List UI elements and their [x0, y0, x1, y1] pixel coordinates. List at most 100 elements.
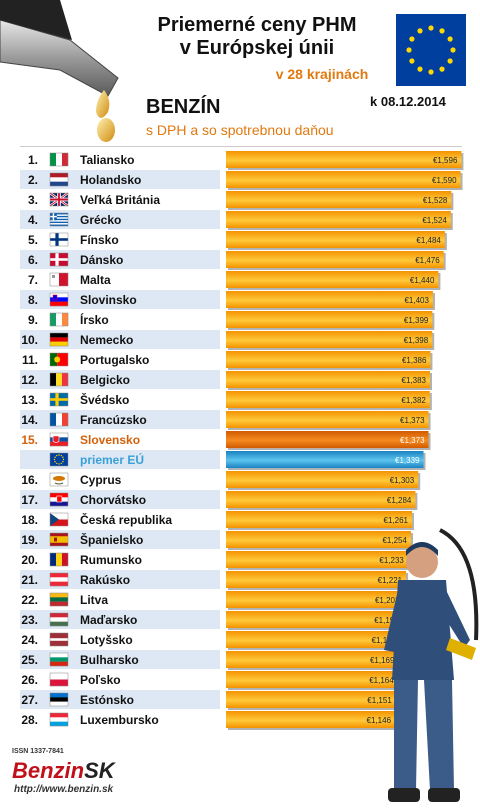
country-label: Chorvátsko [80, 493, 146, 507]
issn-label: ISSN 1337-7841 [12, 748, 64, 755]
date-label: k 08.12.2014 [370, 94, 446, 109]
bar [226, 371, 430, 388]
bar [226, 671, 398, 688]
fuel-nozzle-icon [0, 0, 119, 142]
bar-value-label: €1,383 [402, 376, 427, 385]
bar [226, 391, 430, 408]
country-label: Nemecko [80, 333, 133, 347]
country-label: priemer EÚ [80, 452, 144, 467]
table-row: 23. Maďarsko €1,198 [20, 610, 405, 630]
fuel-note: s DPH a so spotrebnou daňou [146, 122, 334, 138]
eu-flag-icon [49, 452, 69, 467]
eu-star-icon [450, 47, 456, 53]
country-label: Poľsko [80, 673, 121, 687]
eu-star-icon [409, 58, 415, 64]
bar [226, 551, 408, 568]
bar [226, 651, 399, 668]
rank-label: 9. [28, 313, 38, 327]
bar-value-label: €1,221 [378, 576, 403, 585]
bar [226, 291, 433, 308]
country-label: Litva [80, 593, 108, 607]
rank-label: 21. [21, 573, 38, 587]
country-label: Španielsko [80, 532, 143, 547]
bar-value-label: €1,169 [370, 656, 395, 665]
bar-value-label: €1,146 [367, 716, 392, 725]
eu-star-icon [439, 28, 445, 34]
bar-value-label: €1,261 [384, 516, 409, 525]
table-row: 6. Dánsko €1,476 [20, 250, 446, 270]
slovenia-flag-icon [49, 292, 69, 307]
uk-flag-icon [49, 192, 69, 207]
croatia-flag-icon [49, 492, 69, 507]
sweden-flag-icon [49, 392, 69, 407]
bar [226, 191, 452, 208]
rank-label: 19. [21, 533, 38, 547]
bar [226, 451, 424, 468]
bar-value-label: €1,440 [410, 276, 435, 285]
bar [226, 711, 396, 728]
eu-flag-icon [396, 14, 466, 86]
country-label: Portugalsko [80, 353, 149, 367]
poland-flag-icon [49, 672, 69, 687]
bar-value-label: €1,590 [432, 176, 457, 185]
bar-value-label: €1,528 [423, 196, 448, 205]
greece-flag-icon [49, 212, 69, 227]
row-stripe [20, 170, 220, 189]
country-label: Francúzsko [80, 413, 147, 427]
romania-flag-icon [49, 552, 69, 567]
table-row: 8. Slovinsko €1,403 [20, 290, 435, 310]
country-label: Lotyšsko [80, 633, 133, 647]
country-label: Luxembursko [80, 713, 159, 727]
rank-label: 27. [21, 693, 38, 707]
bar [226, 431, 429, 448]
rank-label: 4. [28, 213, 38, 227]
row-stripe [20, 330, 220, 349]
bar-value-label: €1,233 [379, 556, 404, 565]
table-row: 14. Francúzsko €1,373 [20, 410, 431, 430]
bar-value-label: €1,386 [402, 356, 427, 365]
table-row: 3. Veľká Británia €1,528 [28, 191, 454, 210]
germany-flag-icon [49, 332, 69, 347]
luxembourg-flag-icon [49, 712, 69, 727]
country-label: Slovinsko [80, 293, 137, 307]
netherlands-flag-icon [49, 172, 69, 187]
row-stripe [20, 610, 220, 629]
rank-label: 11. [22, 353, 38, 367]
bar [226, 511, 412, 528]
bar-value-label: €1,399 [404, 316, 429, 325]
denmark-flag-icon [49, 252, 69, 267]
divider [20, 146, 462, 147]
website-link[interactable]: http://www.benzin.sk [14, 784, 114, 795]
rank-label: 28. [21, 713, 38, 727]
logo-left: Benzin [12, 758, 85, 783]
row-stripe [20, 210, 220, 229]
rank-label: 22. [21, 593, 38, 607]
bar-value-label: €1,303 [390, 476, 415, 485]
bar [226, 271, 439, 288]
cyprus-flag-icon [49, 472, 69, 487]
rank-label: 14. [21, 413, 38, 427]
table-row: 19. Španielsko €1,254 [20, 530, 413, 550]
eu-star-icon [447, 58, 453, 64]
bar [226, 471, 419, 488]
slovakia-flag-icon [49, 432, 69, 447]
table-row: 28. Luxembursko €1,146 [21, 711, 398, 730]
logo-right: SK [84, 758, 115, 783]
rank-label: 13. [21, 393, 38, 407]
table-row: 27. Estónsko €1,151 [20, 690, 398, 710]
bar-value-label: €1,180 [372, 636, 397, 645]
italy-flag-icon [49, 152, 69, 167]
benzinsk-logo: BenzinSK [12, 758, 142, 783]
table-row: 5. Fínsko €1,484 [28, 231, 447, 250]
rank-label: 17. [21, 493, 38, 507]
bar [226, 591, 404, 608]
bar [226, 531, 411, 548]
rank-label: 5. [28, 233, 38, 247]
bar [226, 331, 433, 348]
rank-label: 20. [21, 553, 38, 567]
country-label: Bulharsko [80, 653, 139, 667]
bar [226, 171, 461, 188]
malta-flag-icon [49, 272, 69, 287]
country-label: Slovensko [80, 433, 140, 447]
bar-value-label: €1,151 [367, 696, 392, 705]
